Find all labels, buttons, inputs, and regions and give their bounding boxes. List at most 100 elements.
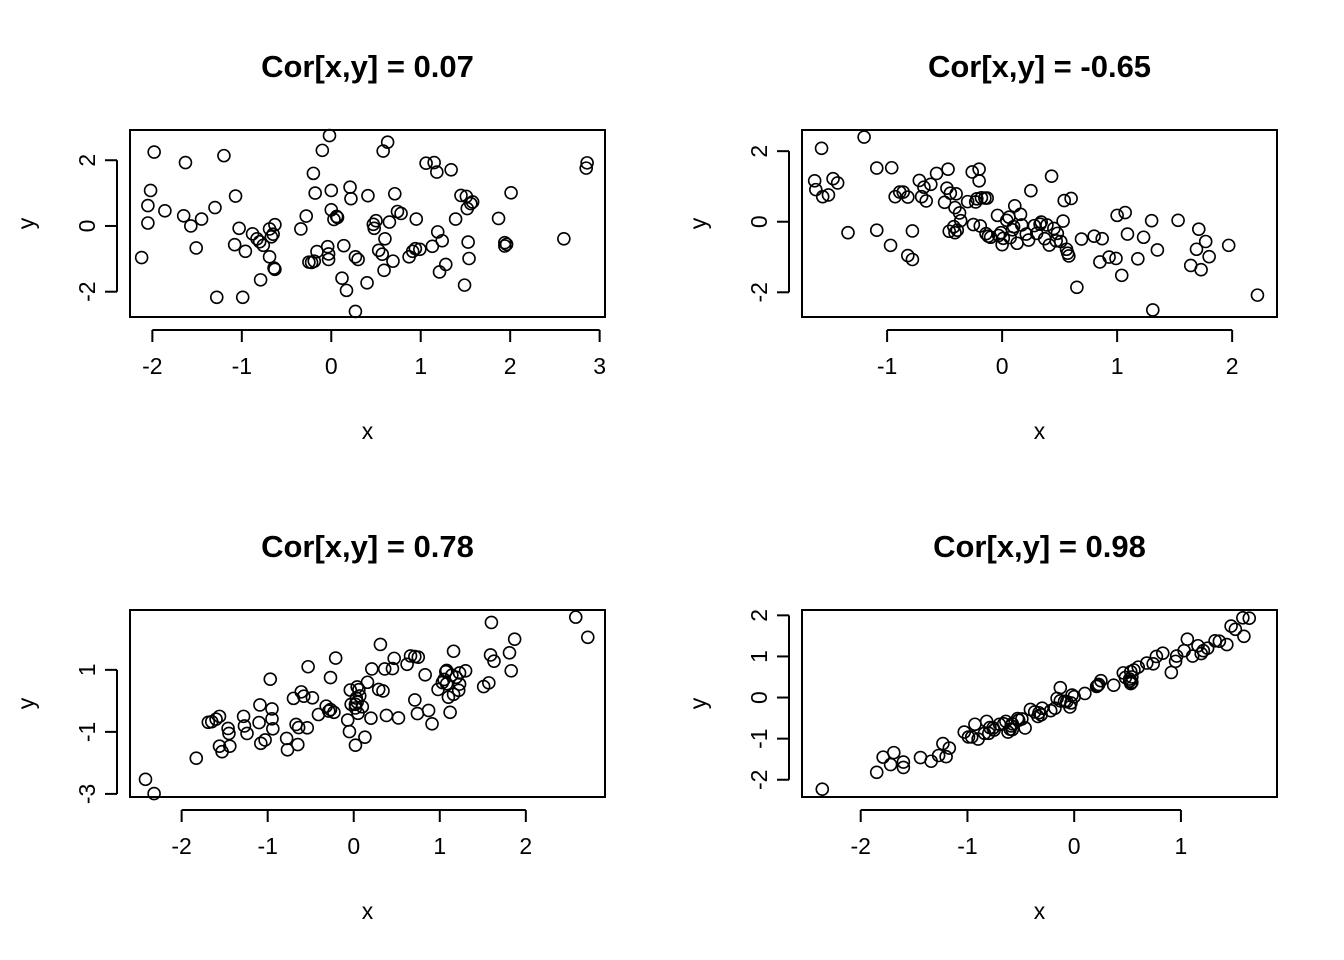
data-point xyxy=(264,230,279,244)
data-point xyxy=(421,703,436,718)
panel-title: Cor[x,y] = 0.07 xyxy=(261,49,474,84)
data-point xyxy=(1185,649,1200,663)
data-point xyxy=(457,278,472,292)
data-point xyxy=(355,699,370,714)
data-point xyxy=(815,189,830,204)
data-point xyxy=(1056,214,1070,228)
data-point xyxy=(1021,233,1036,247)
data-point xyxy=(1015,712,1029,726)
y-axis-label: y xyxy=(685,697,711,709)
x-tick-label: 1 xyxy=(1175,833,1188,859)
data-point xyxy=(1065,688,1079,702)
data-point xyxy=(141,198,155,213)
data-point xyxy=(943,186,958,200)
y-tick-label: -2 xyxy=(746,770,772,790)
data-point xyxy=(400,657,414,672)
data-point xyxy=(953,213,968,228)
data-point xyxy=(294,222,308,236)
data-point xyxy=(1180,632,1195,646)
data-point xyxy=(408,693,422,707)
data-point xyxy=(1120,227,1135,241)
data-point xyxy=(1118,205,1132,220)
panel-title: Cor[x,y] = 0.98 xyxy=(933,529,1146,564)
data-point xyxy=(329,209,344,224)
data-point xyxy=(972,162,986,176)
data-point xyxy=(1057,193,1072,208)
data-point xyxy=(869,161,884,175)
x-tick-label: 1 xyxy=(1111,353,1124,379)
data-point xyxy=(262,250,277,264)
data-point xyxy=(1168,654,1183,669)
data-point xyxy=(265,702,279,716)
data-point xyxy=(966,217,981,232)
data-point xyxy=(324,183,339,198)
x-tick-label: 2 xyxy=(519,833,532,859)
x-tick-label: 0 xyxy=(996,353,1009,379)
data-point xyxy=(427,155,441,170)
data-point xyxy=(815,782,830,796)
data-point xyxy=(1191,222,1206,236)
data-point xyxy=(176,208,191,223)
data-point xyxy=(1236,611,1250,625)
data-point xyxy=(268,262,282,277)
x-tick-label: 2 xyxy=(504,353,517,379)
data-point xyxy=(323,702,338,717)
data-point xyxy=(905,252,920,267)
data-point xyxy=(308,186,322,200)
x-tick-label: 3 xyxy=(593,353,606,379)
data-point xyxy=(365,662,379,676)
data-point xyxy=(1010,711,1025,726)
y-tick-label: 2 xyxy=(746,609,772,622)
data-point xyxy=(290,737,305,752)
data-point xyxy=(1005,722,1020,737)
data-point xyxy=(360,675,375,690)
data-point xyxy=(1242,611,1257,626)
data-point xyxy=(896,760,911,775)
data-point xyxy=(322,128,337,143)
data-point xyxy=(968,717,982,732)
data-point xyxy=(1053,680,1068,695)
data-point xyxy=(236,709,251,724)
data-point xyxy=(228,189,243,203)
data-point xyxy=(379,708,394,723)
data-point xyxy=(443,705,457,720)
data-point xyxy=(266,721,280,736)
data-point xyxy=(942,224,957,239)
data-point xyxy=(841,225,855,240)
data-point xyxy=(1200,641,1215,656)
data-point xyxy=(507,632,522,646)
data-point xyxy=(1070,280,1084,295)
x-tick-label: 0 xyxy=(1068,833,1081,859)
data-point xyxy=(344,191,358,206)
data-point xyxy=(830,176,845,190)
data-point xyxy=(253,736,268,751)
data-point xyxy=(189,241,203,255)
data-point xyxy=(1106,678,1121,693)
data-point xyxy=(1146,657,1160,671)
data-point xyxy=(323,670,338,685)
data-point xyxy=(348,304,363,319)
data-point xyxy=(410,706,425,721)
data-point xyxy=(1171,213,1185,228)
data-point xyxy=(147,145,161,159)
data-point xyxy=(884,160,899,175)
x-tick-label: -1 xyxy=(257,833,277,859)
y-axis-label: y xyxy=(13,697,39,709)
data-point xyxy=(348,250,363,264)
data-point xyxy=(857,130,871,144)
data-point xyxy=(807,174,822,188)
x-tick-label: -2 xyxy=(142,353,162,379)
data-point xyxy=(498,235,512,250)
data-point xyxy=(147,786,161,801)
data-point xyxy=(1125,670,1139,684)
data-point xyxy=(568,610,583,624)
y-tick-label: -1 xyxy=(74,722,100,742)
data-point xyxy=(419,156,433,170)
data-point xyxy=(502,645,517,660)
y-axis-label: y xyxy=(685,217,711,229)
data-point xyxy=(826,171,840,186)
data-point xyxy=(307,254,322,268)
data-point xyxy=(351,252,365,267)
data-point xyxy=(361,188,375,203)
x-tick-label: 1 xyxy=(433,833,446,859)
